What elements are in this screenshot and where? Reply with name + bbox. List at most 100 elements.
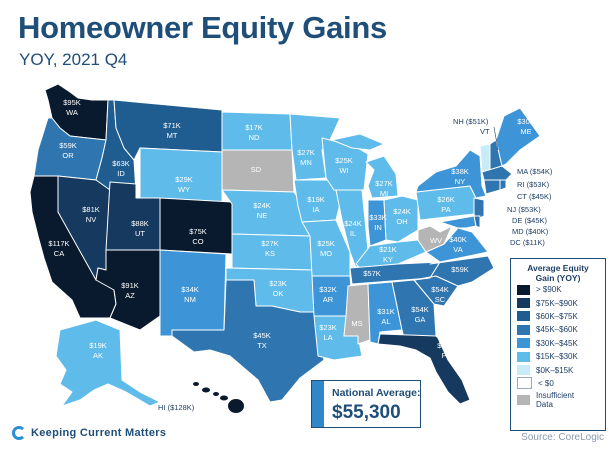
state-abbr: KY bbox=[383, 255, 393, 264]
state-value: $91K bbox=[121, 281, 139, 290]
state-abbr: VA bbox=[453, 245, 462, 254]
state-value: $34K bbox=[181, 285, 199, 294]
state-value: $32K bbox=[319, 285, 337, 294]
state-WV bbox=[417, 225, 453, 253]
state-abbr: ME bbox=[520, 127, 531, 136]
state-abbr: FL bbox=[442, 351, 451, 360]
state-abbr: NM bbox=[184, 295, 196, 304]
state-abbr: PA bbox=[441, 205, 450, 214]
state-abbr: MT bbox=[167, 131, 178, 140]
state-value: $57K bbox=[363, 269, 381, 278]
state-HI bbox=[193, 382, 244, 413]
state-abbr: SC bbox=[435, 295, 446, 304]
state-abbr: CO bbox=[192, 237, 203, 246]
state-abbr: OH bbox=[396, 217, 407, 226]
state-abbr: MS bbox=[351, 319, 362, 328]
map-subtitle: YOY, 2021 Q4 bbox=[19, 50, 128, 69]
legend-swatch bbox=[517, 395, 530, 406]
state-value: $59K bbox=[59, 141, 77, 150]
legend-swatch bbox=[517, 338, 530, 349]
legend-item: Insufficient Data bbox=[517, 390, 605, 410]
legend-item: $30K–$45K bbox=[517, 337, 605, 350]
legend-label: $15K–$30K bbox=[536, 352, 578, 362]
legend-label-line2: Data bbox=[536, 400, 553, 410]
map-title: Homeowner Equity Gains bbox=[18, 10, 387, 45]
state-value: $45K bbox=[253, 331, 271, 340]
legend-item: $15K–$30K bbox=[517, 350, 605, 363]
legend-title-line1: Average Equity bbox=[527, 263, 589, 273]
national-average-box: National Average: $55,300 bbox=[311, 380, 421, 428]
state-value: $75K bbox=[189, 227, 207, 236]
callout-hi: HI ($128K) bbox=[158, 403, 195, 412]
state-ME bbox=[495, 107, 541, 167]
state-value: $54K bbox=[411, 305, 429, 314]
state-VT bbox=[479, 143, 491, 173]
state-abbr: CA bbox=[54, 249, 64, 258]
state-value: $27K bbox=[375, 179, 393, 188]
state-value: $40K bbox=[449, 235, 467, 244]
state-NC bbox=[413, 255, 495, 287]
callout-ct: CT ($45K) bbox=[517, 192, 552, 201]
callouts: NH ($51K) VT MA ($54K) RI ($53K) CT ($45… bbox=[158, 117, 553, 412]
source-note: Source: CoreLogic bbox=[521, 432, 604, 443]
legend-title: Average Equity Gain (YOY) bbox=[511, 263, 605, 283]
legend-label: $60K–$75K bbox=[536, 311, 578, 321]
state-MI-up bbox=[331, 133, 385, 151]
state-value: $24K bbox=[253, 201, 271, 210]
callout-md: MD ($40K) bbox=[512, 227, 549, 236]
state-abbr: MI bbox=[380, 189, 388, 198]
state-value: $19K bbox=[89, 341, 107, 350]
callout-nj: NJ ($53K) bbox=[507, 205, 541, 214]
state-value: $24K bbox=[344, 219, 362, 228]
state-value: $38K bbox=[451, 167, 469, 176]
state-abbr: IA bbox=[312, 205, 319, 214]
legend-label: $0K–$15K bbox=[536, 365, 574, 375]
callout-vt: VT bbox=[480, 127, 490, 136]
state-abbr: AZ bbox=[125, 291, 135, 300]
legend-swatch bbox=[517, 298, 530, 309]
state-abbr: NV bbox=[86, 215, 96, 224]
legend-swatch bbox=[517, 311, 530, 322]
state-value: $71K bbox=[163, 121, 181, 130]
state-value: $59K bbox=[451, 265, 469, 274]
state-abbr: SD bbox=[251, 165, 262, 174]
state-AK bbox=[55, 319, 161, 407]
state-abbr: NE bbox=[257, 211, 267, 220]
state-value: $81K bbox=[82, 205, 100, 214]
state-value: $63K bbox=[112, 159, 130, 168]
state-RI bbox=[499, 179, 507, 191]
state-value: $19K bbox=[307, 195, 325, 204]
state-value: $23K bbox=[319, 323, 337, 332]
state-value: $117K bbox=[48, 239, 69, 248]
state-value: $27K bbox=[261, 239, 279, 248]
national-average-accent bbox=[312, 381, 324, 427]
state-TX bbox=[171, 279, 325, 403]
state-abbr: NY bbox=[455, 177, 465, 186]
legend-label: $30K–$45K bbox=[536, 338, 578, 348]
state-value: $24K bbox=[393, 207, 411, 216]
state-abbr: MN bbox=[300, 158, 312, 167]
legend-swatch bbox=[517, 377, 532, 390]
legend-item: < $0 bbox=[517, 377, 605, 390]
state-MI bbox=[365, 155, 399, 199]
legend-label: $75K–$90K bbox=[536, 298, 578, 308]
state-NY bbox=[415, 149, 487, 199]
state-value: $25K bbox=[317, 239, 335, 248]
brand-mark-icon bbox=[12, 426, 26, 440]
state-value: $27K bbox=[297, 148, 315, 157]
state-value: $88K bbox=[131, 219, 149, 228]
state-MN bbox=[289, 113, 341, 181]
legend-swatch bbox=[517, 365, 530, 376]
state-DE bbox=[473, 215, 481, 229]
state-FL bbox=[377, 333, 471, 405]
state-abbr: ID bbox=[117, 169, 125, 178]
state-value: $25K bbox=[335, 156, 353, 165]
brand-name: Keeping Current Matters bbox=[31, 427, 167, 439]
legend-swatch bbox=[517, 284, 530, 295]
state-MS bbox=[343, 283, 371, 345]
legend-swatch bbox=[517, 324, 530, 335]
map-legend: Average Equity Gain (YOY) > $90K $75K–$90… bbox=[510, 258, 606, 431]
legend-label: Insufficient Data bbox=[536, 391, 575, 410]
legend-label: $45K–$60K bbox=[536, 325, 578, 335]
